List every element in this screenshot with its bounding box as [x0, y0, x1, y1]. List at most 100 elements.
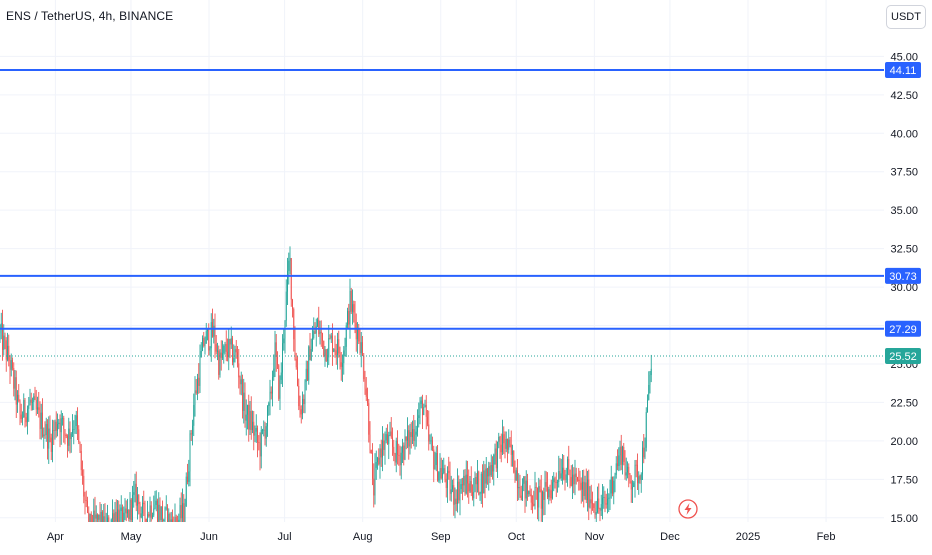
candle-body [343, 350, 345, 364]
price-tick-label: 37.50 [890, 167, 918, 179]
candle-body [98, 514, 100, 520]
candle-body [73, 429, 75, 430]
candle-body [642, 447, 643, 475]
candle-body [374, 467, 376, 496]
candle-body [130, 499, 132, 521]
candle-body [477, 471, 478, 485]
candle-body [544, 482, 546, 500]
candle-body [455, 498, 457, 505]
candle-body [182, 503, 183, 519]
candle-body [338, 339, 340, 354]
candle-body [622, 446, 623, 465]
candle-body [253, 421, 255, 436]
candle-body [592, 503, 593, 505]
candle-body [309, 346, 311, 361]
horizontal-levels[interactable] [0, 69, 884, 330]
candle-body [137, 494, 138, 506]
candle-body [38, 407, 40, 410]
candle-body [537, 487, 538, 508]
candle-body [69, 428, 71, 440]
candle-body [2, 323, 3, 350]
candle-body [557, 482, 558, 483]
time-tick-label: Apr [47, 531, 64, 543]
candle-body [7, 345, 8, 360]
candle-body [292, 299, 293, 310]
candle-body [310, 349, 312, 361]
candle-body [464, 475, 466, 494]
currency-button[interactable]: USDT [886, 5, 926, 29]
candle-body [95, 514, 97, 519]
candle-body [68, 428, 70, 446]
candle-body [232, 338, 233, 363]
candle-body [575, 473, 577, 478]
candle-body [242, 379, 243, 411]
candle-body [113, 513, 115, 527]
level-price-label: 27.29 [889, 324, 917, 336]
candle-body [587, 479, 588, 501]
candle-body [449, 473, 451, 494]
candle-body [480, 473, 482, 494]
candle-body [294, 339, 296, 359]
candle-body [229, 339, 231, 345]
candle-body [513, 450, 515, 473]
candle-body [539, 486, 541, 490]
candle-body [199, 357, 201, 386]
candle-body [62, 417, 63, 419]
candle-body [58, 422, 60, 425]
price-tick-label: 15.00 [890, 513, 918, 525]
candle-body [24, 400, 26, 418]
candle-body [468, 483, 470, 492]
candle-body [249, 411, 251, 430]
candle-body [465, 474, 467, 494]
candle-body [357, 328, 358, 340]
time-axis-background [0, 522, 932, 550]
candle-body [415, 431, 417, 435]
candle-body [649, 375, 651, 386]
candle-body [97, 514, 98, 520]
candle-body [143, 502, 145, 505]
candle-body [582, 481, 583, 490]
candle-body [323, 340, 325, 356]
candle-body [298, 386, 300, 407]
candle-body [378, 457, 380, 465]
candle-body [333, 349, 335, 352]
candle-body [187, 476, 188, 482]
candle-body [134, 483, 136, 493]
candle-body [619, 446, 621, 456]
candle-body [397, 440, 398, 455]
candle-body [603, 497, 605, 498]
candle-body [53, 430, 55, 432]
candle-body [5, 340, 7, 360]
candle-body [354, 312, 356, 323]
candle-body [620, 446, 622, 465]
time-tick-label: Jul [278, 531, 292, 543]
lightning-bolt-icon[interactable] [678, 499, 698, 519]
candle-body [614, 474, 616, 481]
last-price-badge [885, 347, 921, 364]
time-tick-label: Oct [508, 531, 525, 543]
candle-body [289, 258, 291, 261]
candle-body [322, 333, 323, 341]
candle-body [47, 424, 48, 449]
candle-body [564, 479, 566, 481]
candle-body [503, 434, 505, 444]
candle-body [433, 449, 435, 470]
candle-body [363, 355, 365, 380]
candle-body [493, 454, 495, 472]
candle-body [599, 508, 601, 511]
candle-body [625, 472, 627, 476]
candle-body [273, 368, 275, 378]
candle-body [442, 473, 443, 479]
candle-body [59, 422, 61, 433]
candle-body [402, 445, 403, 453]
candle-body [370, 449, 372, 454]
candle-body [398, 454, 400, 456]
candle-body [22, 417, 23, 419]
candle-body [383, 440, 385, 450]
candle-body [207, 328, 208, 332]
candle-body [407, 430, 408, 441]
candle-body [115, 511, 117, 522]
time-axis[interactable]: Apr May Jun Jul Aug Sep Oct Nov Dec 2025 Feb [47, 531, 836, 543]
